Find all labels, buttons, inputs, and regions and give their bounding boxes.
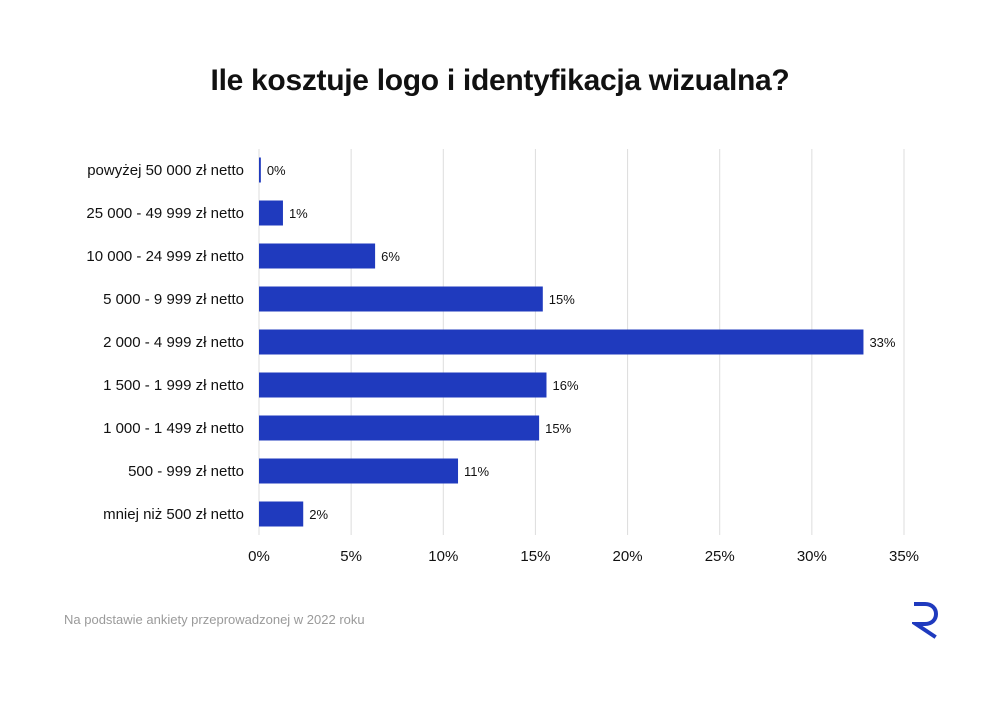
- x-tick-label: 5%: [340, 548, 362, 565]
- x-tick-label: 0%: [248, 548, 270, 565]
- category-label: 1 000 - 1 499 zł netto: [103, 420, 244, 437]
- category-label: 2 000 - 4 999 zł netto: [103, 334, 244, 351]
- data-label: 15%: [545, 421, 571, 436]
- data-label: 11%: [464, 464, 489, 479]
- data-label: 6%: [381, 249, 400, 264]
- bar: [259, 329, 864, 355]
- x-tick-label: 10%: [428, 548, 458, 565]
- category-label: 10 000 - 24 999 zł netto: [86, 248, 244, 265]
- data-label: 15%: [549, 292, 575, 307]
- bar: [259, 458, 459, 484]
- bar: [259, 372, 547, 398]
- x-tick-label: 30%: [797, 548, 827, 565]
- bar: [259, 415, 540, 441]
- x-tick-label: 35%: [889, 548, 919, 565]
- chart-title: Ile kosztuje logo i identyfikacja wizual…: [210, 64, 790, 97]
- category-label: 500 - 999 zł netto: [128, 463, 244, 480]
- bar: [259, 157, 261, 183]
- category-label: 25 000 - 49 999 zł netto: [86, 205, 244, 222]
- category-label: powyżej 50 000 zł netto: [87, 162, 244, 179]
- data-label: 2%: [309, 507, 328, 522]
- data-label: 33%: [869, 335, 895, 350]
- data-label: 16%: [552, 378, 578, 393]
- bars: [259, 157, 864, 527]
- x-tick-label: 15%: [520, 548, 550, 565]
- x-tick-label: 25%: [705, 548, 735, 565]
- source-note: Na podstawie ankiety przeprowadzonej w 2…: [64, 612, 365, 627]
- labels: 0% 5% 10% 15% 20% 25% 30% 35% powyżej 50 000 zł …: [86, 162, 919, 565]
- x-tick-label: 20%: [613, 548, 643, 565]
- data-label: 0%: [267, 163, 286, 178]
- category-label: mniej niż 500 zł netto: [103, 506, 244, 523]
- bar: [259, 200, 283, 226]
- bar: [259, 243, 376, 269]
- bar: [259, 501, 304, 527]
- bar: [259, 286, 543, 312]
- data-label: 1%: [289, 206, 308, 221]
- category-label: 1 500 - 1 999 zł netto: [103, 377, 244, 394]
- r-logo-icon: [912, 602, 939, 639]
- category-label: 5 000 - 9 999 zł netto: [103, 291, 244, 308]
